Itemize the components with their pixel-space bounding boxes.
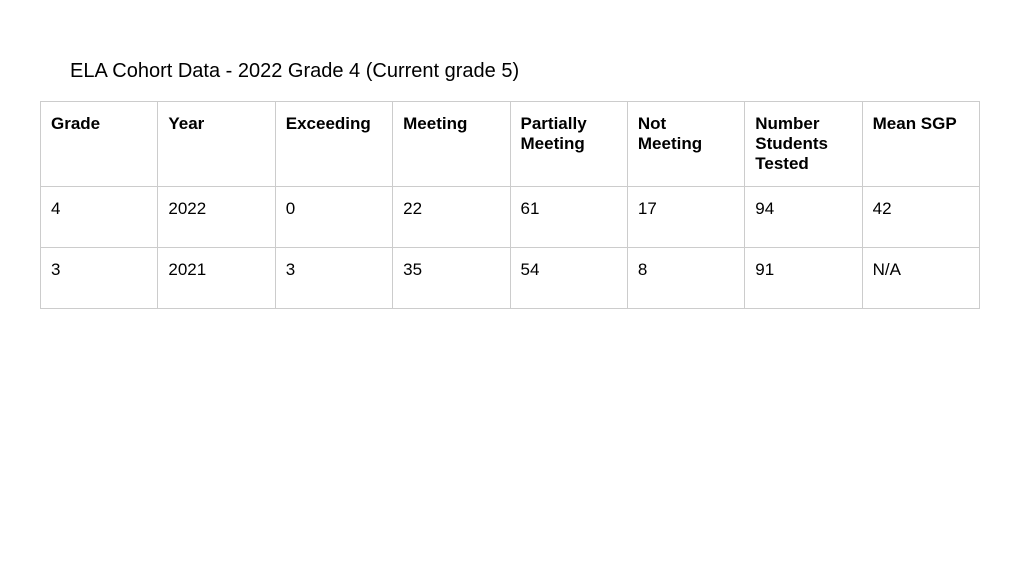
cell-mean-sgp: N/A [862,248,979,309]
cell-exceeding: 0 [275,187,392,248]
col-partially-meeting: Partially Meeting [510,102,627,187]
cell-year: 2021 [158,248,275,309]
cohort-data-table: Grade Year Exceeding Meeting Partially M… [40,101,980,309]
col-meeting: Meeting [393,102,510,187]
col-grade: Grade [41,102,158,187]
col-number-tested: Number Students Tested [745,102,862,187]
col-year: Year [158,102,275,187]
cell-not-meeting: 17 [627,187,744,248]
cell-not-meeting: 8 [627,248,744,309]
table-header-row: Grade Year Exceeding Meeting Partially M… [41,102,980,187]
table-row: 4 2022 0 22 61 17 94 42 [41,187,980,248]
cell-year: 2022 [158,187,275,248]
cell-number-tested: 94 [745,187,862,248]
cell-meeting: 22 [393,187,510,248]
cell-exceeding: 3 [275,248,392,309]
page-title: ELA Cohort Data - 2022 Grade 4 (Current … [70,60,984,83]
col-mean-sgp: Mean SGP [862,102,979,187]
cell-grade: 3 [41,248,158,309]
cell-partially-meeting: 54 [510,248,627,309]
table-row: 3 2021 3 35 54 8 91 N/A [41,248,980,309]
col-exceeding: Exceeding [275,102,392,187]
cell-mean-sgp: 42 [862,187,979,248]
cell-meeting: 35 [393,248,510,309]
col-not-meeting: Not Meeting [627,102,744,187]
cell-grade: 4 [41,187,158,248]
page-container: ELA Cohort Data - 2022 Grade 4 (Current … [0,0,1024,309]
cell-partially-meeting: 61 [510,187,627,248]
cell-number-tested: 91 [745,248,862,309]
